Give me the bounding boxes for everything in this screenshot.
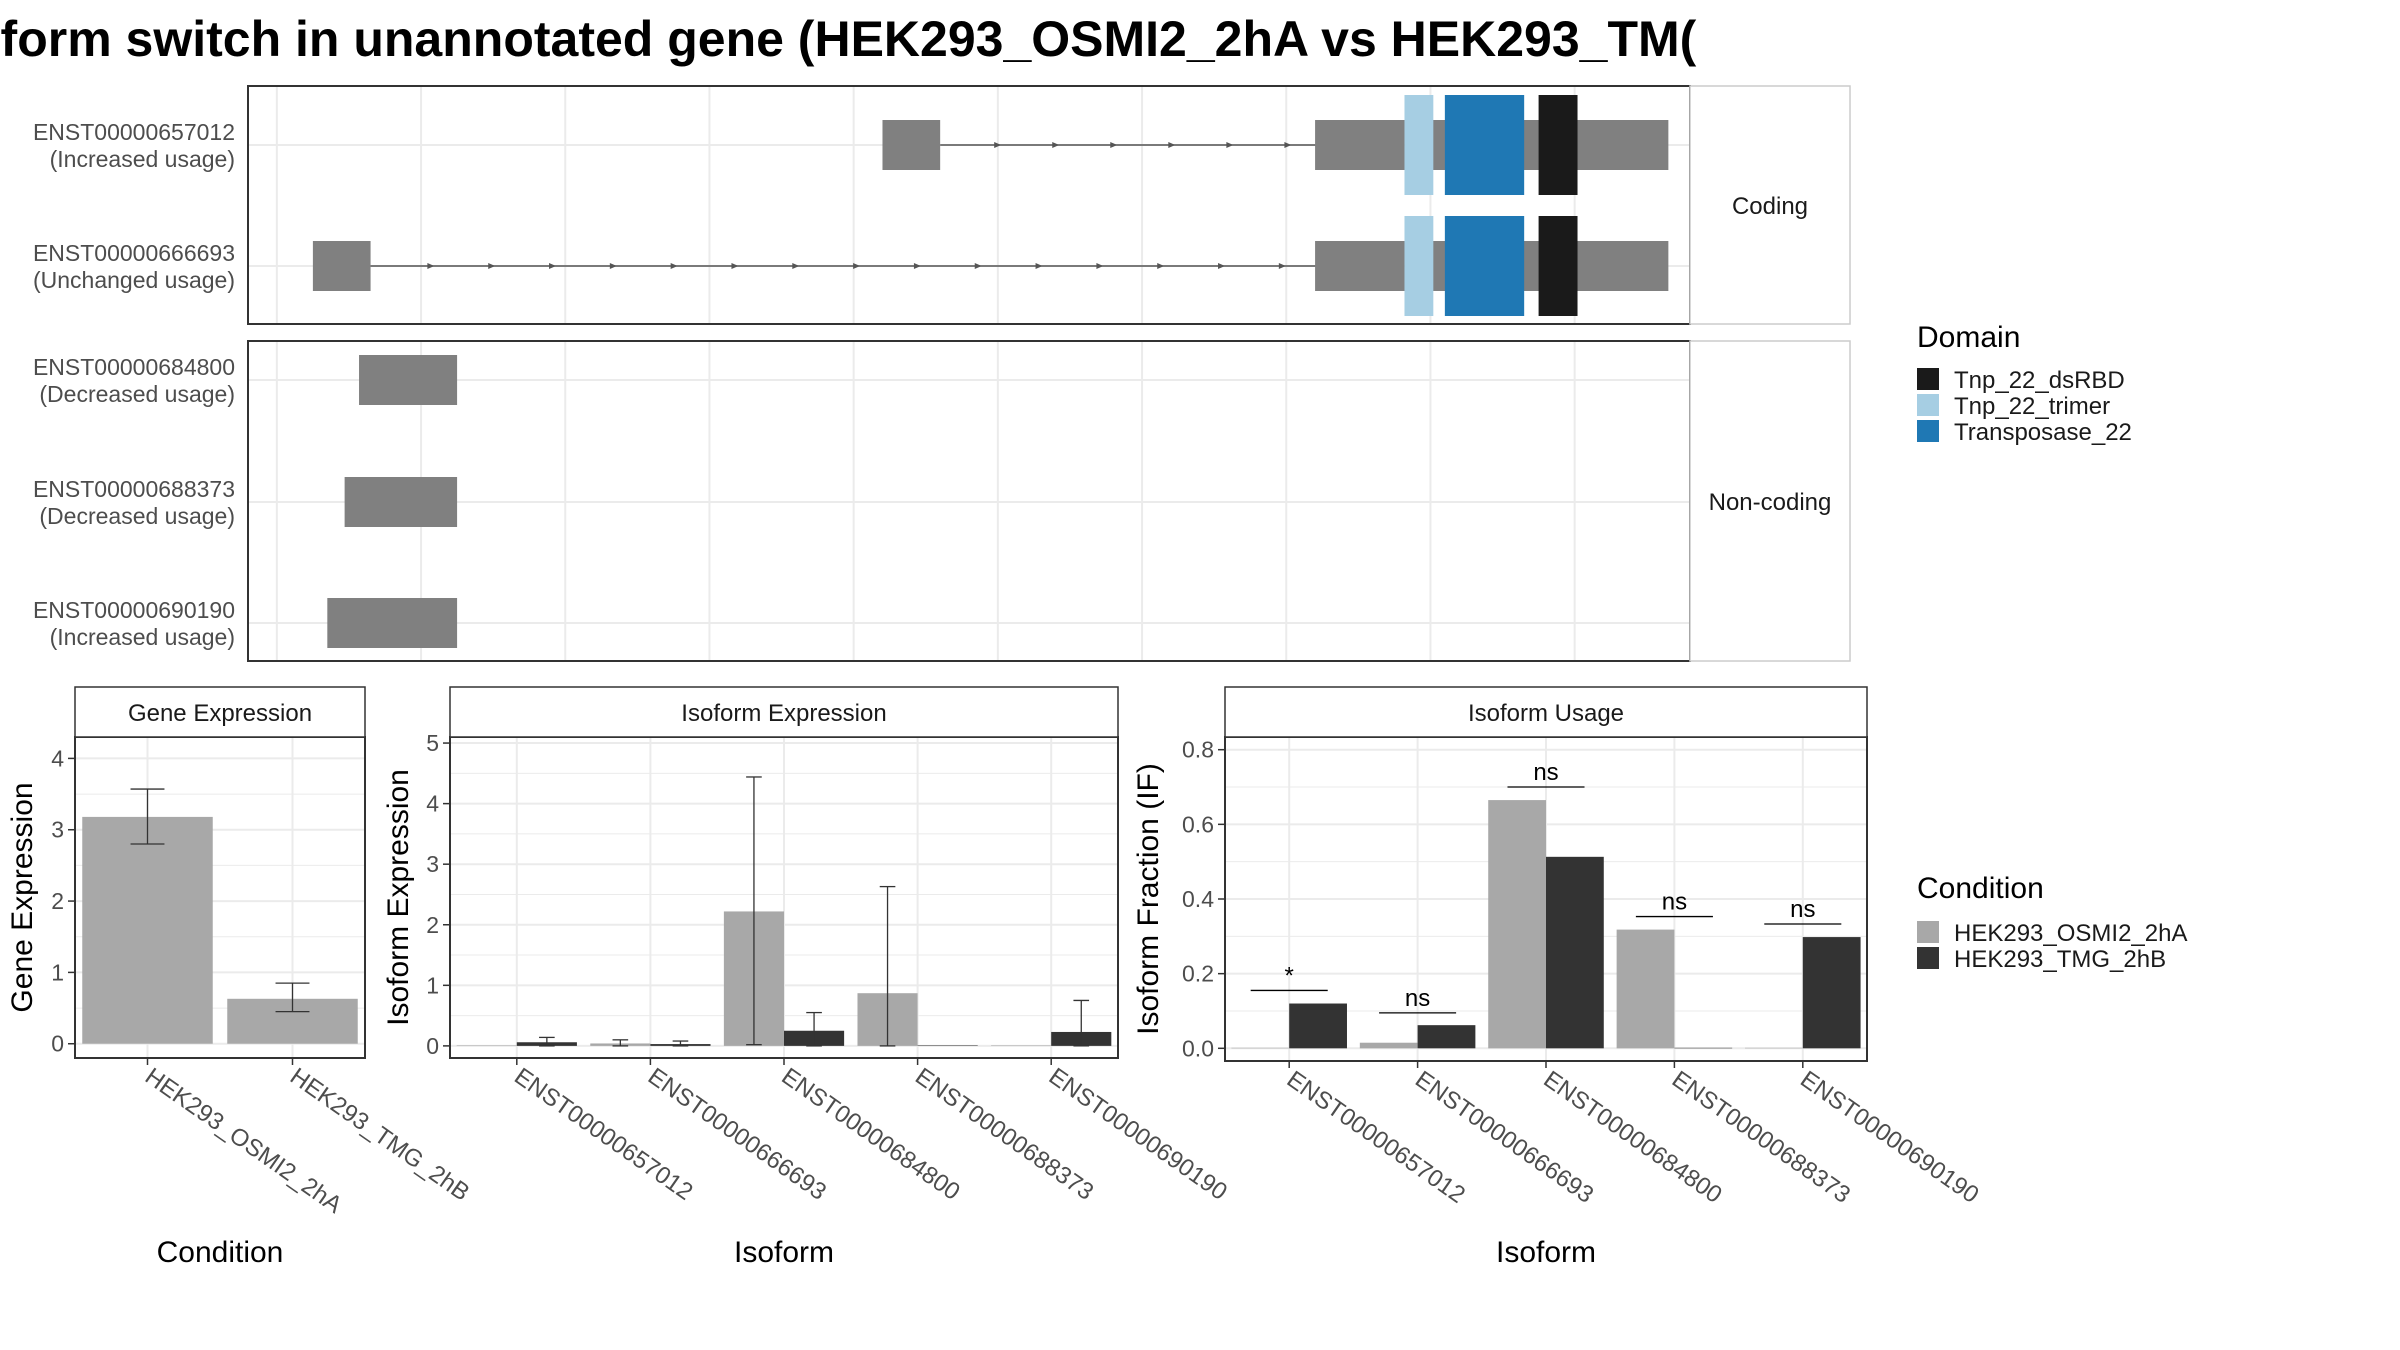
y-tick-label: 0.2	[1182, 961, 1214, 987]
legend-swatch-hek293-tmg-2hb	[1917, 947, 1939, 969]
isoform-usage-label: (Increased usage)	[50, 624, 235, 650]
domain-tnp-22-trimer	[1404, 216, 1433, 316]
y-tick-label: 0	[51, 1031, 64, 1057]
exon-block	[327, 598, 457, 648]
domain-legend-title: Domain	[1917, 321, 2020, 354]
bar	[1546, 857, 1604, 1048]
exon-block	[359, 355, 457, 405]
y-tick-label: 1	[51, 959, 64, 985]
bar	[1745, 1048, 1803, 1049]
bar	[1289, 1004, 1347, 1049]
plot-title: Isoform Usage	[1468, 700, 1624, 727]
isoform-usage-label: (Increased usage)	[50, 146, 235, 172]
figure: oform switch in unannotated gene (HEK293…	[0, 0, 2400, 1350]
facet-strip-label: Non-coding	[1709, 489, 1832, 516]
x-axis-title: Condition	[157, 1236, 284, 1269]
bar	[1231, 1048, 1289, 1049]
significance-label: ns	[1790, 896, 1815, 923]
domain-transposase-22	[1445, 216, 1524, 316]
bar	[1360, 1043, 1418, 1049]
bar	[457, 1045, 517, 1046]
bar	[1617, 930, 1675, 1049]
y-axis-title: Isoform Expression	[382, 769, 415, 1026]
isoform-label: ENST00000684800	[33, 354, 235, 380]
legend-label-hek293-osmi2-2ha: HEK293_OSMI2_2hA	[1954, 920, 2187, 947]
main-title: oform switch in unannotated gene (HEK293…	[0, 11, 1697, 67]
isoform-label: ENST00000690190	[33, 597, 235, 623]
bar	[1418, 1025, 1476, 1048]
significance-label: ns	[1405, 985, 1430, 1012]
isoform-usage-label: (Unchanged usage)	[33, 267, 235, 293]
significance-label: ns	[1662, 889, 1687, 916]
plot-title: Gene Expression	[128, 700, 312, 727]
y-tick-label: 5	[426, 730, 439, 756]
x-axis-title: Isoform	[734, 1236, 834, 1269]
y-tick-label: 0.6	[1182, 811, 1214, 837]
isoform-structure-plot: ENST00000657012(Increased usage)ENST0000…	[33, 86, 1850, 661]
exon-block	[313, 241, 371, 291]
isoform-usage-label: (Decreased usage)	[39, 381, 235, 407]
significance-label: *	[1285, 962, 1294, 989]
legend-swatch-tnp-22-trimer	[1917, 394, 1939, 416]
bar	[1488, 800, 1546, 1048]
legend-swatch-transposase-22	[1917, 420, 1939, 442]
exon-block	[1404, 241, 1668, 291]
y-tick-label: 3	[426, 851, 439, 877]
exon-block	[1315, 241, 1404, 291]
bar	[1674, 1048, 1732, 1049]
bar	[1803, 937, 1861, 1048]
domain-tnp-22-dsrbd	[1539, 95, 1578, 195]
legend-label-hek293-tmg-2hb: HEK293_TMG_2hB	[1954, 946, 2166, 973]
isoform-label: ENST00000657012	[33, 119, 235, 145]
y-tick-label: 4	[51, 745, 64, 771]
bar	[918, 1045, 978, 1046]
domain-transposase-22	[1445, 95, 1524, 195]
legend-label-transposase-22: Transposase_22	[1954, 419, 2132, 446]
y-tick-label: 2	[51, 888, 64, 914]
y-tick-label: 0.4	[1182, 886, 1214, 912]
y-tick-label: 2	[426, 912, 439, 938]
facet-strip-label: Coding	[1732, 193, 1808, 220]
exon-block	[345, 477, 457, 527]
exon-block	[882, 120, 940, 170]
isoform-usage-label: (Decreased usage)	[39, 503, 235, 529]
exon-block	[1315, 120, 1404, 170]
x-axis-title: Isoform	[1496, 1236, 1596, 1269]
bar	[991, 1045, 1051, 1046]
y-axis-title: Gene Expression	[6, 782, 39, 1012]
significance-label: ns	[1533, 759, 1558, 786]
isoform-label: ENST00000666693	[33, 240, 235, 266]
legend-label-tnp-22-trimer: Tnp_22_trimer	[1954, 393, 2110, 420]
y-tick-label: 0.8	[1182, 737, 1214, 763]
domain-tnp-22-trimer	[1404, 95, 1433, 195]
y-tick-label: 0	[426, 1033, 439, 1059]
exon-block	[1404, 120, 1668, 170]
bar	[82, 817, 213, 1044]
y-tick-label: 3	[51, 817, 64, 843]
y-axis-title: Isoform Fraction (IF)	[1132, 763, 1165, 1035]
condition-legend-title: Condition	[1917, 872, 2044, 905]
y-tick-label: 1	[426, 972, 439, 998]
domain-tnp-22-dsrbd	[1539, 216, 1578, 316]
legend-label-tnp-22-dsrbd: Tnp_22_dsRBD	[1954, 367, 2125, 394]
isoform-label: ENST00000688373	[33, 476, 235, 502]
y-tick-label: 0.0	[1182, 1035, 1214, 1061]
y-tick-label: 4	[426, 791, 439, 817]
legend-swatch-hek293-osmi2-2ha	[1917, 921, 1939, 943]
plot-title: Isoform Expression	[681, 700, 886, 727]
legend-swatch-tnp-22-dsrbd	[1917, 368, 1939, 390]
